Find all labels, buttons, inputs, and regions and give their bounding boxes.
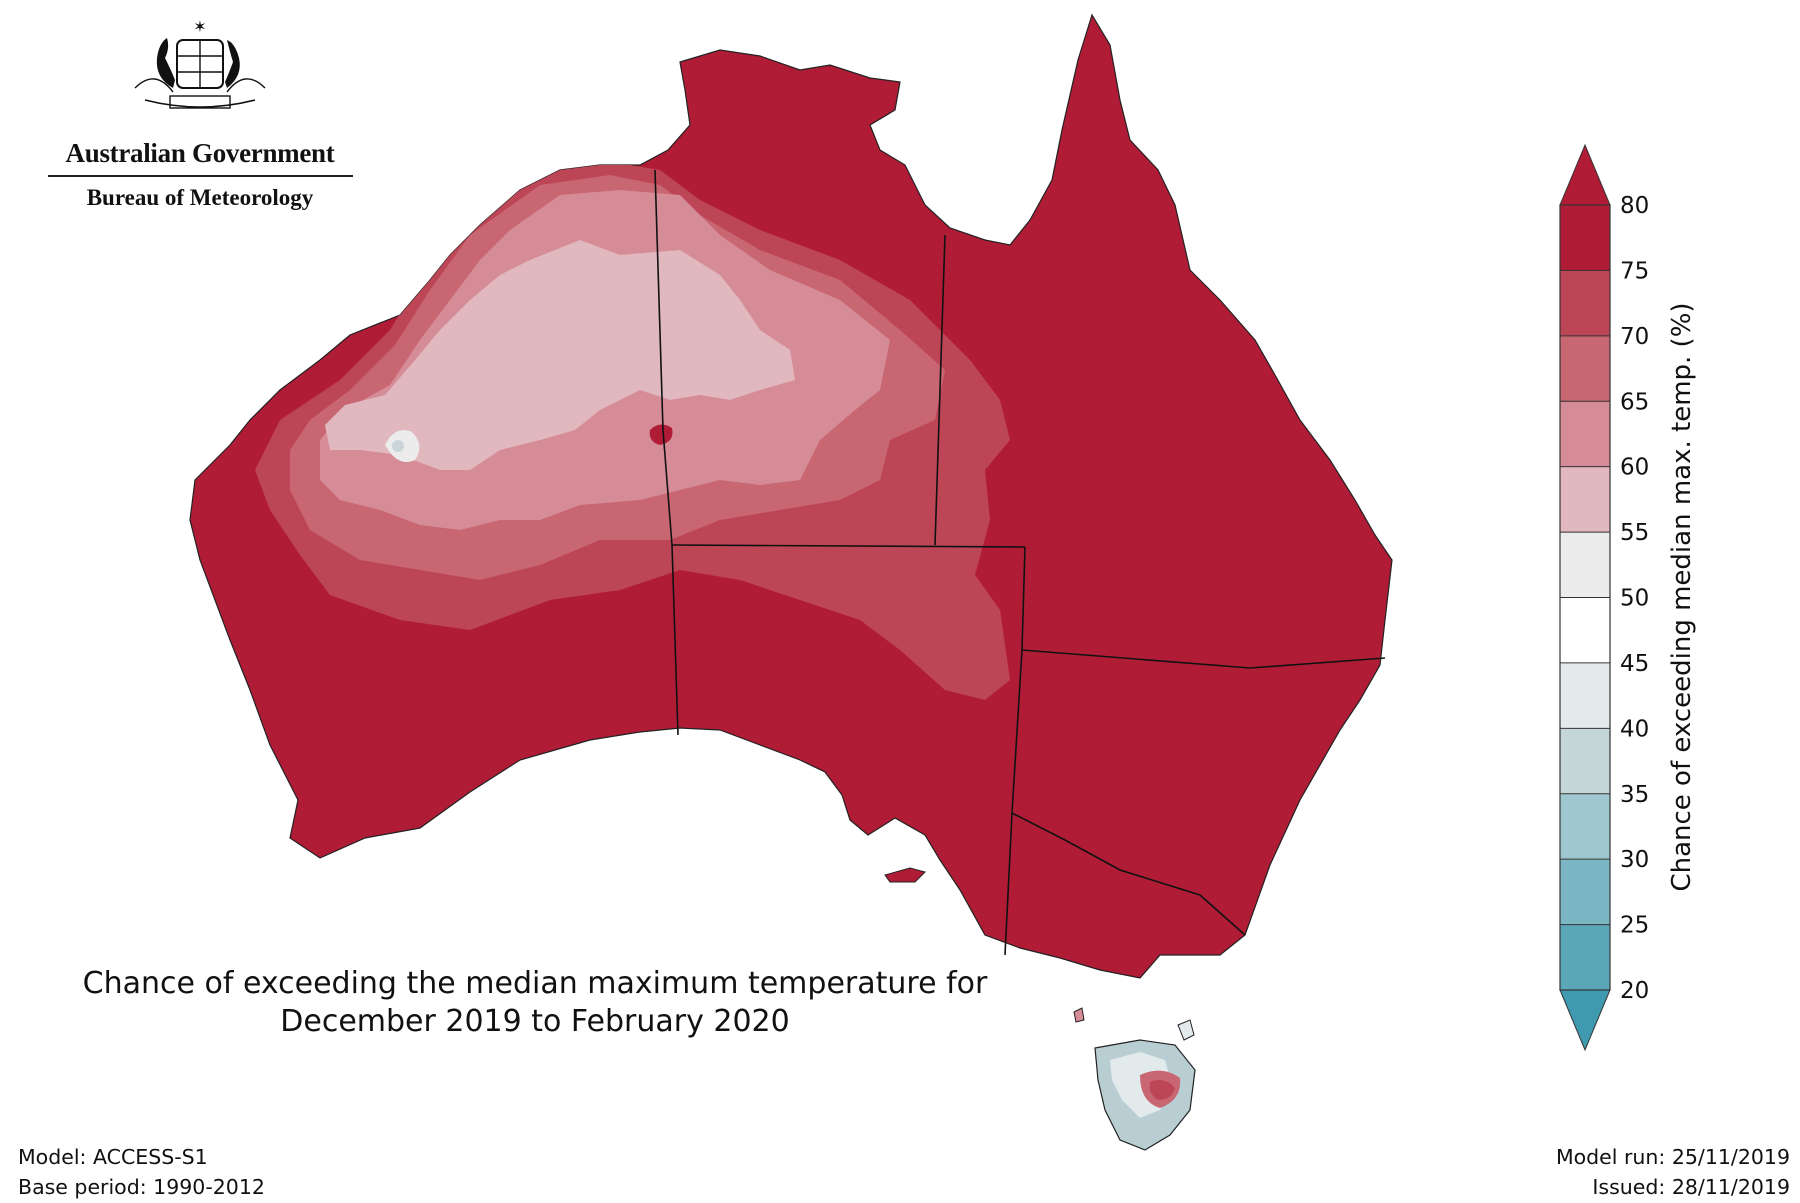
bureau-name: Bureau of Meteorology <box>86 184 314 210</box>
colorbar-under-arrow <box>1559 989 1611 1052</box>
logo-divider <box>47 175 353 177</box>
kangaroo-island <box>884 867 926 883</box>
colorbar-band-65-70 <box>1560 335 1610 402</box>
colorbar-band-45-50 <box>1560 597 1610 664</box>
zone-55-60 <box>325 240 795 470</box>
colorbar-band-50-55 <box>1560 532 1610 598</box>
colorbar-tick-label: 60 <box>1620 455 1649 481</box>
colorbar-tick-label: 50 <box>1620 586 1649 612</box>
state-borders <box>654 169 1386 956</box>
colorbar-tick-label: 55 <box>1620 520 1649 546</box>
colorbar-title: Chance of exceeding median max. temp. (%… <box>1667 302 1697 891</box>
base-period: Base period: 1990-2012 <box>18 1175 265 1199</box>
flinders-island <box>1177 1019 1195 1041</box>
colorbar-tick-label: 25 <box>1620 913 1649 939</box>
map-title-line-2: December 2019 to February 2020 <box>280 1004 790 1039</box>
colorbar-band-75-80 <box>1560 205 1610 271</box>
government-logo-block: ✶ Australian Government Bureau of Meteor… <box>40 17 360 211</box>
model-run-date: Model run: 25/11/2019 <box>1555 1145 1790 1169</box>
king-island <box>1073 1007 1085 1023</box>
colorbar-tick-label: 20 <box>1620 978 1649 1004</box>
colorbar-band-40-45 <box>1560 662 1610 729</box>
colorbar-tick-label: 80 <box>1620 193 1649 219</box>
colorbar-tick-label: 45 <box>1620 651 1649 677</box>
run-info: Model run: 25/11/2019 Issued: 28/11/2019 <box>1556 1142 1790 1202</box>
colorbar-tick-label: 35 <box>1620 782 1649 808</box>
colorbar-band-70-75 <box>1560 270 1610 337</box>
government-name: Australian Government <box>65 138 335 168</box>
colorbar-tick-label: 75 <box>1620 258 1649 284</box>
colorbar-tick-label: 70 <box>1620 324 1649 350</box>
map-title: Chance of exceeding the median maximum t… <box>10 965 1060 1041</box>
model-name: Model: ACCESS-S1 <box>18 1145 208 1169</box>
colorbar-tick-label: 65 <box>1620 389 1649 415</box>
colorbar-band-20-25 <box>1560 924 1610 991</box>
colorbar-band-30-35 <box>1560 793 1610 860</box>
colorbar-band-55-60 <box>1560 466 1610 533</box>
colorbar-tick-label: 40 <box>1620 716 1649 742</box>
model-info: Model: ACCESS-S1 Base period: 1990-2012 <box>18 1142 265 1202</box>
colorbar-band-60-65 <box>1560 401 1610 468</box>
colorbar-tick-label: 30 <box>1620 847 1649 873</box>
colorbar: 20 25 30 35 40 45 50 55 60 65 70 75 80 Chance of exc… <box>1559 143 1697 1052</box>
probability-zones <box>255 160 1010 700</box>
map-title-line-1: Chance of exceeding the median maximum t… <box>82 966 988 1001</box>
colorbar-band-25-30 <box>1560 859 1610 926</box>
tasmania <box>1094 1039 1196 1151</box>
colorbar-over-arrow <box>1559 143 1611 206</box>
colorbar-band-35-40 <box>1560 728 1610 795</box>
coat-of-arms-icon: ✶ <box>134 17 266 109</box>
svg-text:✶: ✶ <box>193 18 206 36</box>
issued-date: Issued: 28/11/2019 <box>1592 1175 1790 1199</box>
